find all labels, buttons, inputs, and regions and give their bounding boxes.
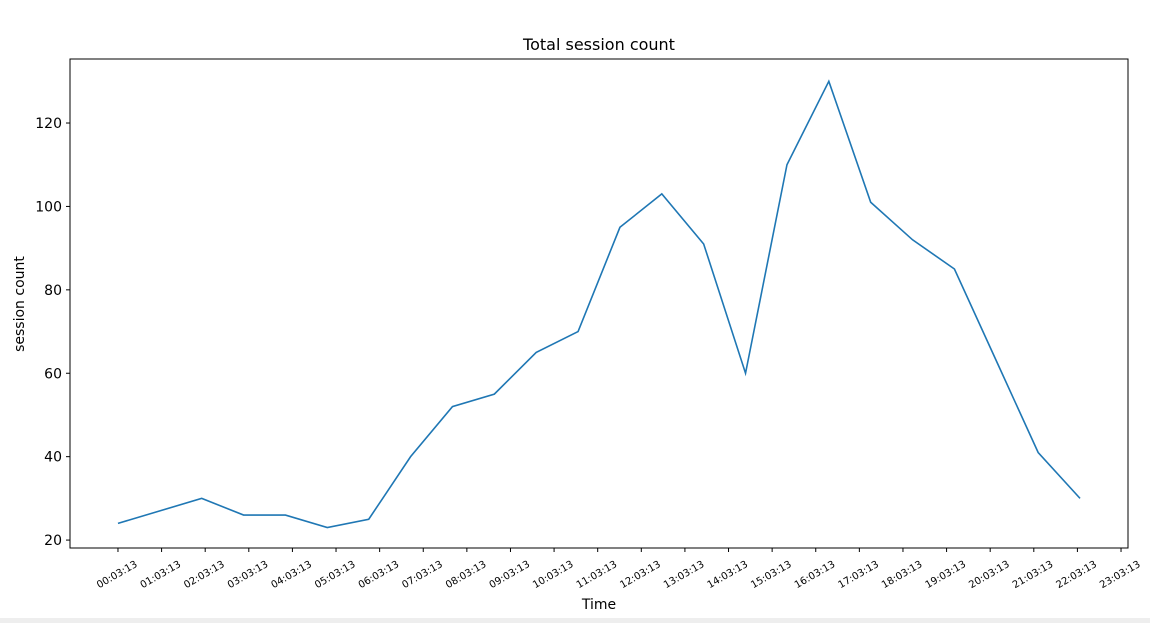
- chart-title: Total session count: [522, 35, 675, 54]
- x-tick-label: 00:03:13: [95, 559, 139, 591]
- x-tick-label: 09:03:13: [488, 559, 532, 591]
- x-tick-label: 20:03:13: [967, 559, 1011, 591]
- x-tick-label: 06:03:13: [357, 559, 401, 591]
- x-tick-label: 22:03:13: [1055, 559, 1099, 591]
- x-tick-label: 23:03:13: [1098, 559, 1142, 591]
- x-axis-label: Time: [581, 597, 616, 613]
- x-tick-label: 05:03:13: [313, 559, 357, 591]
- x-tick-label: 16:03:13: [793, 559, 837, 591]
- x-tick-label: 12:03:13: [618, 559, 662, 591]
- bottom-strip: [0, 618, 1150, 623]
- x-tick-label: 21:03:13: [1011, 559, 1055, 591]
- x-tick-label: 07:03:13: [400, 559, 444, 591]
- x-tick-label: 01:03:13: [139, 559, 183, 591]
- line-series: [117, 79, 1081, 529]
- x-tick-label: 17:03:13: [836, 559, 880, 591]
- x-tick-label: 14:03:13: [706, 559, 750, 591]
- x-tick-label: 03:03:13: [226, 559, 270, 591]
- y-tick-label: 40: [44, 450, 62, 466]
- plot-frame: [69, 58, 1129, 549]
- x-tick-label: 08:03:13: [444, 559, 488, 591]
- y-tick-label: 80: [44, 283, 62, 299]
- x-tick-label: 04:03:13: [270, 559, 314, 591]
- y-axis-label: session count: [12, 256, 28, 352]
- y-tick-label: 60: [44, 366, 62, 382]
- x-tick-label: 10:03:13: [531, 559, 575, 591]
- x-tick-label: 15:03:13: [749, 559, 793, 591]
- x-tick-label: 11:03:13: [575, 559, 619, 591]
- y-tick-label: 120: [35, 116, 62, 132]
- x-tick-label: 13:03:13: [662, 559, 706, 591]
- x-tick-label: 02:03:13: [182, 559, 226, 591]
- y-tick-label: 20: [44, 533, 62, 549]
- x-tick-label: 19:03:13: [924, 559, 968, 591]
- x-tick-label: 18:03:13: [880, 559, 924, 591]
- y-tick-label: 100: [35, 199, 62, 215]
